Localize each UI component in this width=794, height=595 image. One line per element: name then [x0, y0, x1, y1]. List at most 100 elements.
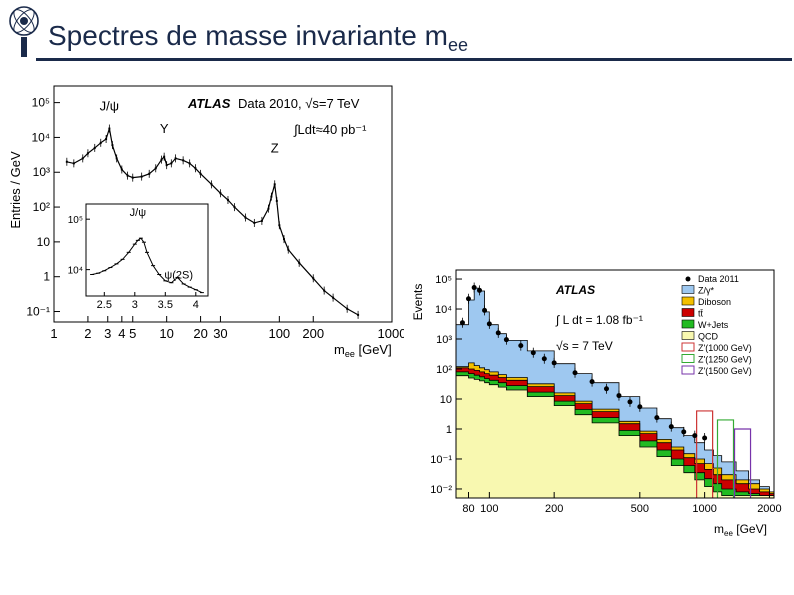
inset-jpsi-label: J/ψ [130, 207, 147, 219]
data-point [174, 157, 177, 160]
atlas-logo [9, 6, 39, 57]
data-point [476, 287, 482, 293]
peak-annotation: J/ψ [100, 98, 119, 113]
data-point [182, 159, 185, 162]
data-point [541, 356, 547, 362]
data-point [140, 175, 143, 178]
x-axis-label-sub: ee [345, 349, 355, 359]
x-tick-label: 5 [129, 326, 136, 341]
lumi-label: ∫Ldt≈40 pb⁻¹ [293, 122, 367, 137]
y-tick-label: 10⁻² [430, 484, 452, 496]
data-point [603, 386, 609, 392]
legend-swatch [681, 296, 695, 306]
data-point [551, 360, 557, 366]
data-point [267, 207, 270, 210]
inset-x-tick-label: 3 [132, 299, 138, 311]
y-tick-label: 1 [446, 424, 452, 436]
legend-swatch [681, 285, 695, 294]
energy-label: √s = 7 TeV [556, 339, 613, 353]
data-point [233, 206, 236, 209]
y-tick-label: 10⁴ [435, 304, 452, 316]
legend-swatch [681, 342, 695, 352]
inset-x-tick-label: 4 [193, 299, 199, 311]
x-axis-label-main: m [334, 342, 345, 357]
y-tick-label: 10² [33, 200, 50, 214]
x-tick-label: 2 [84, 326, 91, 341]
data-point [126, 174, 129, 177]
data-point [530, 350, 536, 356]
data-point [253, 221, 256, 224]
data-point [627, 399, 633, 405]
x-axis-label-unit: [GeV] [355, 342, 392, 357]
x-tick-label: 3 [104, 326, 111, 341]
y-axis-label: Entries / GeV [8, 151, 23, 229]
legend-swatch [681, 354, 695, 363]
data-point [357, 313, 360, 316]
peak-annotation: Υ [160, 121, 169, 136]
x-axis-label-sub: ee [724, 529, 733, 538]
inset-x-tick-label: 3.5 [158, 299, 173, 311]
data-point [589, 379, 595, 385]
stack-layer [455, 375, 775, 499]
data-point [108, 127, 111, 130]
signal-hypothesis [696, 410, 714, 498]
data-point [260, 219, 263, 222]
data-point [278, 224, 281, 227]
slide-title-subscript: ee [447, 35, 468, 55]
data-point [105, 138, 108, 141]
data-point [160, 158, 163, 161]
data-point [165, 164, 168, 167]
inset-psi2s-label: ψ(2S) [164, 270, 193, 282]
chart-2010-mass-spectrum: 1 2 3 4 5 10 20 30 100 200 100010⁻¹11010²10³10⁴10⁵… [8, 85, 404, 359]
x-axis-label: mee [GeV] [714, 522, 767, 538]
data-point [86, 152, 89, 155]
data-point [668, 424, 674, 430]
data-point [131, 176, 134, 179]
legend-label: Z/γ* [698, 286, 714, 296]
y-tick-label: 10³ [436, 334, 452, 346]
data-point [244, 216, 247, 219]
data-point [471, 285, 477, 291]
data-point [111, 144, 114, 147]
data-point [93, 146, 96, 149]
x-tick-label: 4 [118, 326, 125, 341]
data-point [120, 168, 123, 171]
experiment-label: ATLAS [555, 283, 595, 297]
data-point [194, 167, 197, 170]
inset-frame [85, 203, 209, 297]
x-tick-label: 1000 [692, 503, 716, 515]
slide-title-main: Spectres de masse invariante m [48, 20, 448, 51]
x-tick-label: 2000 [757, 503, 781, 515]
signal-hypothesis [716, 419, 735, 498]
x-tick-label: 500 [631, 503, 649, 515]
x-tick-label: 80 [462, 503, 474, 515]
data-point [518, 343, 524, 349]
x-tick-label: 20 [193, 326, 207, 341]
legend-label: tt̄ [698, 309, 704, 319]
data-point [81, 157, 84, 160]
slide-title: Spectres de masse invariante mee [48, 20, 468, 56]
y-tick-label: 10⁻¹ [26, 305, 50, 319]
y-tick-label: 10⁵ [435, 274, 452, 286]
y-tick-label: 10 [37, 235, 51, 249]
signal-hypothesis [733, 428, 752, 498]
y-tick-label: 10² [436, 364, 452, 376]
title-underline [36, 58, 792, 61]
data-point [287, 248, 290, 251]
data-point [270, 195, 273, 198]
data-point [148, 172, 151, 175]
legend-swatch [681, 331, 695, 340]
data-point [616, 393, 622, 399]
experiment-label: ATLAS [187, 96, 231, 111]
inset-y-tick-label: 10⁴ [68, 266, 83, 277]
data-point [115, 157, 118, 160]
data-point [219, 192, 222, 195]
legend-label: QCD [698, 332, 719, 342]
data-point [298, 261, 301, 264]
data-point [692, 433, 698, 439]
x-tick-label: 1000 [378, 326, 404, 341]
plot-frame [53, 85, 393, 323]
y-tick-label: 10 [440, 394, 452, 406]
x-axis-label-main: m [714, 522, 724, 536]
data-point [332, 296, 335, 299]
